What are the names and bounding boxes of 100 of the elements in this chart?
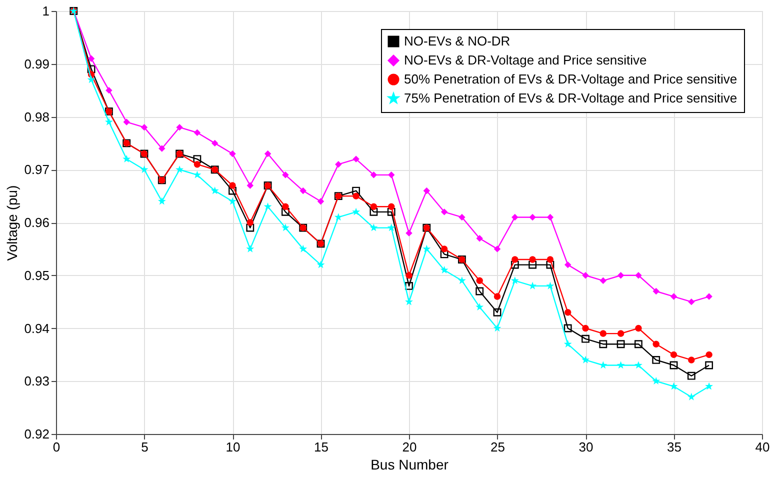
point: [652, 376, 660, 385]
point: [512, 214, 518, 221]
point: [564, 261, 572, 268]
legend-label: NO-EVs & NO-DR: [404, 34, 510, 48]
point: [352, 192, 360, 200]
point: [370, 208, 378, 216]
point: [388, 203, 395, 210]
point: [334, 213, 342, 221]
point: [670, 351, 678, 358]
point: [352, 156, 360, 162]
x-tick-label: 0: [52, 440, 60, 454]
point: [599, 361, 608, 369]
point: [370, 203, 378, 210]
point: [440, 250, 448, 258]
point: [299, 244, 308, 252]
point: [688, 298, 695, 306]
point: [546, 256, 554, 263]
y-tick-label: 0.97: [24, 162, 50, 178]
point: [122, 154, 131, 162]
point: [104, 118, 113, 126]
point: [300, 187, 306, 194]
point: [406, 230, 412, 236]
point: [87, 76, 96, 84]
point: [282, 172, 289, 178]
point: [387, 208, 396, 216]
point: [564, 324, 572, 332]
point: [582, 324, 589, 332]
x-tick-label: 35: [667, 440, 682, 454]
point: [582, 334, 590, 343]
x-tick-label: 15: [314, 440, 328, 454]
y-axis-title: Voltage (pu): [4, 185, 20, 261]
x-tick-label: 20: [402, 440, 417, 454]
point: [529, 256, 536, 263]
point: [194, 129, 201, 136]
point: [335, 160, 342, 168]
point: [405, 282, 413, 290]
point: [635, 272, 642, 279]
point: [687, 372, 696, 380]
point: [106, 86, 112, 94]
point: [281, 208, 290, 216]
point: [194, 160, 201, 168]
y-tick-label: 0.95: [24, 268, 50, 283]
point: [617, 272, 624, 279]
point: [176, 165, 184, 174]
legend-label: 50% Penetration of EVs & DR-Voltage and Price sensitive: [404, 72, 738, 86]
legend-label: 75% Penetration of EVs & DR-Voltage and Price sensitive: [404, 90, 738, 106]
point: [246, 244, 254, 252]
point: [476, 277, 483, 284]
point: [582, 356, 590, 364]
point: [352, 208, 360, 216]
point: [476, 302, 484, 310]
point: [210, 186, 219, 194]
point: [634, 340, 642, 348]
y-tick-label: 0.96: [24, 215, 50, 230]
y-tick-label: 0.98: [24, 109, 50, 124]
point: [510, 276, 519, 284]
y-tick-label: 0.99: [24, 56, 50, 72]
point: [281, 224, 290, 232]
point: [493, 308, 502, 316]
point: [316, 260, 325, 268]
point: [123, 118, 130, 126]
legend-label: NO-EVs & DR-Voltage and Price sensitive: [404, 52, 647, 68]
point: [635, 324, 642, 332]
point: [370, 224, 378, 232]
point: [282, 203, 289, 210]
point: [546, 214, 554, 221]
x-axis-title: Bus Number: [370, 456, 449, 472]
point: [512, 256, 518, 263]
point: [652, 340, 660, 348]
point: [211, 140, 218, 147]
point: [246, 182, 254, 189]
point: [706, 351, 712, 358]
x-tick-label: 5: [141, 440, 148, 454]
point: [494, 293, 501, 300]
point: [670, 293, 678, 300]
point: [546, 282, 554, 290]
y-tick-label: 1: [42, 4, 50, 18]
point: [158, 197, 166, 205]
point: [193, 155, 202, 164]
y-tick-label: 0.92: [24, 426, 50, 442]
point: [564, 309, 572, 316]
point: [229, 150, 236, 158]
point: [564, 340, 572, 348]
point: [458, 214, 466, 221]
point: [87, 65, 96, 74]
x-tick-label: 30: [578, 440, 594, 454]
point: [687, 392, 696, 400]
point: [176, 124, 183, 131]
point: [705, 382, 714, 390]
point: [476, 287, 484, 296]
y-tick-label: 0.94: [24, 320, 50, 336]
x-tick-label: 25: [490, 440, 505, 454]
point: [440, 266, 448, 274]
point: [617, 330, 624, 337]
point: [582, 272, 589, 279]
point: [228, 197, 236, 205]
point: [705, 361, 714, 370]
point: [423, 187, 430, 194]
point: [688, 356, 695, 364]
point: [317, 198, 324, 205]
